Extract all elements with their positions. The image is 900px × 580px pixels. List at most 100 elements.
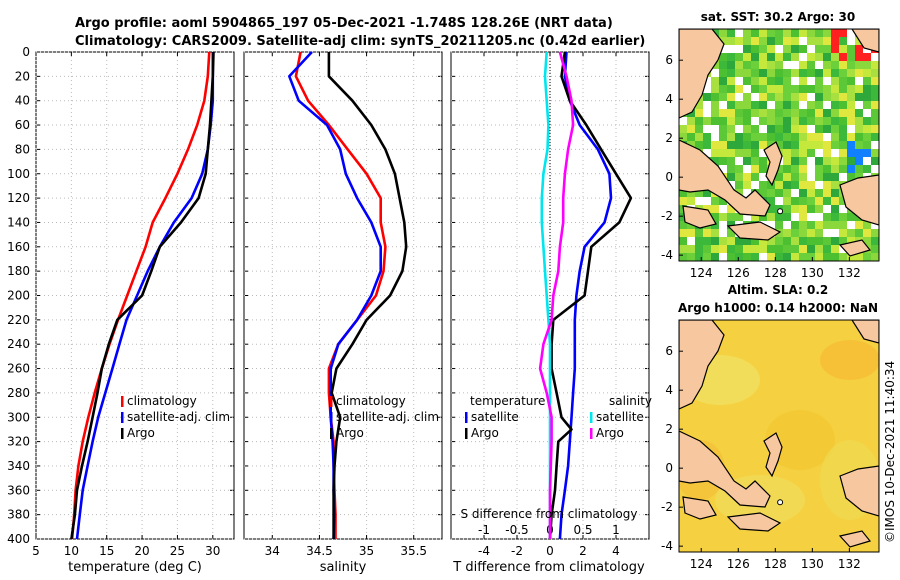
- sst-cell: [711, 205, 719, 213]
- sst-cell: [719, 69, 727, 77]
- sst-cell: [815, 109, 823, 117]
- sst-cell: [743, 141, 751, 149]
- map-x-tick-label: 128: [764, 266, 787, 280]
- sst-cell: [751, 157, 759, 165]
- sst-cell: [855, 221, 863, 229]
- sst-cell: [863, 165, 871, 173]
- sst-cell: [831, 53, 839, 61]
- sst-cell: [791, 157, 799, 165]
- sst-cell: [855, 45, 863, 53]
- sst-cell: [839, 165, 847, 173]
- sst-cell: [807, 53, 815, 61]
- sst-cell: [839, 101, 847, 109]
- sst-cell: [823, 237, 831, 245]
- sst-cell: [711, 245, 719, 253]
- sst-cell: [791, 37, 799, 45]
- sst-cell: [727, 93, 735, 101]
- sst-cell: [759, 45, 767, 53]
- depth-tick-label: 340: [7, 459, 30, 473]
- sst-cell: [751, 125, 759, 133]
- sst-cell: [711, 253, 719, 261]
- sst-cell: [719, 77, 727, 85]
- sst-cell: [839, 93, 847, 101]
- sst-cell: [735, 37, 743, 45]
- sst-cell: [847, 133, 855, 141]
- series-line-s-argo: [538, 51, 575, 539]
- sla-map-subtitle: Argo h1000: 0.14 h2000: NaN: [678, 301, 878, 315]
- land-seram: [726, 221, 782, 241]
- sst-cell: [743, 181, 751, 189]
- sst-cell: [711, 157, 719, 165]
- sst-cell: [759, 53, 767, 61]
- sst-cell: [735, 61, 743, 69]
- sst-cell: [871, 157, 879, 165]
- sst-cell: [783, 213, 791, 221]
- legend-label-s-satellite: satellite: [596, 410, 644, 424]
- land-buru: [682, 205, 717, 229]
- sst-cell: [839, 197, 847, 205]
- sst-cell: [799, 85, 807, 93]
- sst-cell: [679, 125, 687, 133]
- map-y-tick-label: 6: [665, 53, 673, 67]
- sst-cell: [759, 101, 767, 109]
- sst-cell: [839, 117, 847, 125]
- sst-cell: [751, 37, 759, 45]
- sst-cell: [767, 77, 775, 85]
- sst-cell: [687, 229, 695, 237]
- sst-cell: [839, 213, 847, 221]
- sst-cell: [847, 77, 855, 85]
- sst-cell: [735, 141, 743, 149]
- sst-cell: [767, 245, 775, 253]
- x-tick-label: 30: [205, 544, 220, 558]
- sst-cell: [807, 181, 815, 189]
- x-tick-label: 25: [170, 544, 185, 558]
- sst-cell: [775, 109, 783, 117]
- sst-cell: [679, 229, 687, 237]
- sst-cell: [831, 165, 839, 173]
- sst-cell: [831, 141, 839, 149]
- sst-cell: [791, 117, 799, 125]
- depth-tick-label: 200: [7, 289, 30, 303]
- sst-cell: [775, 237, 783, 245]
- sst-cell: [679, 213, 687, 221]
- sst-cell: [679, 197, 687, 205]
- sst-cell: [807, 61, 815, 69]
- sst-cell: [727, 29, 735, 37]
- sst-cell: [831, 205, 839, 213]
- sst-cell: [727, 245, 735, 253]
- sst-cell: [871, 117, 879, 125]
- sst-cell: [679, 133, 687, 141]
- sst-cell: [855, 93, 863, 101]
- sst-cell: [735, 245, 743, 253]
- sst-cell: [871, 237, 879, 245]
- sst-cell: [791, 205, 799, 213]
- sst-cell: [783, 93, 791, 101]
- sst-cell: [831, 61, 839, 69]
- sst-cell: [815, 189, 823, 197]
- sst-cell: [799, 245, 807, 253]
- sst-cell: [815, 173, 823, 181]
- sst-cell: [799, 45, 807, 53]
- sst-cell: [679, 189, 687, 197]
- sst-cell: [735, 213, 743, 221]
- sst-cell: [711, 213, 719, 221]
- sst-cell: [751, 237, 759, 245]
- sst-cell: [791, 69, 799, 77]
- sst-cell: [735, 253, 743, 261]
- sst-cell: [727, 133, 735, 141]
- sst-land: [679, 29, 879, 257]
- sst-cell: [855, 133, 863, 141]
- sst-cell: [871, 253, 879, 261]
- sst-cell: [735, 173, 743, 181]
- sst-cell: [775, 245, 783, 253]
- sst-cell: [823, 141, 831, 149]
- sst-cell: [807, 197, 815, 205]
- sst-cell: [751, 149, 759, 157]
- sst-cell: [823, 165, 831, 173]
- sst-cell: [815, 157, 823, 165]
- sst-cell: [743, 61, 751, 69]
- sst-cell: [743, 125, 751, 133]
- sst-cell: [831, 29, 839, 37]
- sst-cell: [743, 101, 751, 109]
- legend-swatch-s-argo: [590, 428, 593, 439]
